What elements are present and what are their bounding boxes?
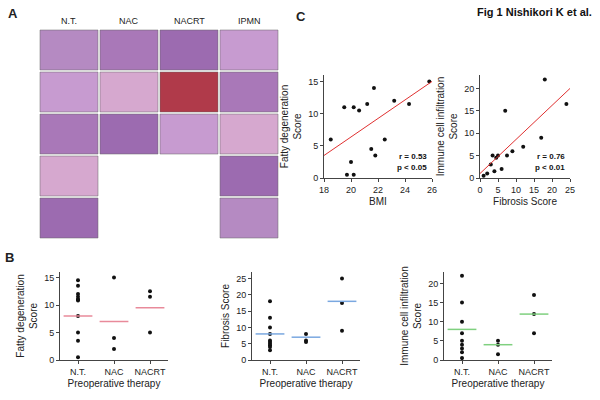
svg-text:10: 10 [428,317,438,327]
svg-text:20: 20 [464,84,474,94]
svg-text:26: 26 [427,185,437,195]
svg-text:15: 15 [236,306,246,316]
svg-text:N.T.: N.T. [454,367,470,377]
svg-text:25: 25 [565,185,575,195]
svg-text:NAC: NAC [104,367,124,377]
svg-text:Preoperative therapy: Preoperative therapy [452,378,545,389]
svg-text:10: 10 [511,185,521,195]
svg-text:10: 10 [308,109,318,119]
svg-text:0: 0 [49,355,54,365]
svg-text:p < 0.05: p < 0.05 [397,163,427,172]
svg-text:NACRT: NACRT [327,367,358,377]
svg-text:10: 10 [236,323,246,333]
svg-text:15: 15 [464,106,474,116]
svg-text:15: 15 [428,298,438,308]
svg-text:B: B [5,250,14,265]
svg-text:5: 5 [433,336,438,346]
svg-text:15: 15 [44,273,54,283]
svg-text:Immune cell infiltrationScore: Immune cell infiltrationScore [435,77,459,176]
svg-text:N.T.: N.T. [61,16,77,26]
svg-text:Fibrosis Score: Fibrosis Score [220,284,231,348]
svg-text:BMI: BMI [369,196,387,207]
svg-text:Fatty degenerationScore: Fatty degenerationScore [279,85,303,168]
svg-text:Fibrosis Score: Fibrosis Score [493,196,557,207]
svg-text:0: 0 [241,355,246,365]
svg-text:20: 20 [428,279,438,289]
svg-text:N.T.: N.T. [70,367,86,377]
svg-text:15: 15 [529,185,539,195]
svg-text:5: 5 [495,185,500,195]
svg-text:20: 20 [346,185,356,195]
svg-text:5: 5 [49,328,54,338]
svg-text:10: 10 [44,300,54,310]
svg-text:N.T.: N.T. [262,367,278,377]
svg-text:5: 5 [313,141,318,151]
svg-text:20: 20 [547,185,557,195]
svg-text:NAC: NAC [296,367,316,377]
svg-text:20: 20 [236,290,246,300]
svg-text:Fatty degenerationScore: Fatty degenerationScore [15,274,39,357]
svg-text:NAC: NAC [119,16,139,26]
svg-text:Fig 1 Nishikori K et al.: Fig 1 Nishikori K et al. [477,6,592,18]
svg-text:Preoperative therapy: Preoperative therapy [68,378,161,389]
svg-text:NACRT: NACRT [135,367,166,377]
svg-text:0: 0 [469,173,474,183]
svg-text:18: 18 [319,185,329,195]
svg-text:Immune cell infiltrationScore: Immune cell infiltrationScore [399,266,423,365]
svg-text:r = 0.53: r = 0.53 [399,152,427,161]
svg-text:NACRT: NACRT [519,367,550,377]
svg-text:r = 0.76: r = 0.76 [537,152,565,161]
svg-text:NACRT: NACRT [174,16,205,26]
svg-text:5: 5 [469,151,474,161]
svg-text:0: 0 [313,173,318,183]
svg-text:C: C [296,9,306,24]
svg-text:15: 15 [308,77,318,87]
svg-text:25: 25 [236,274,246,284]
svg-text:A: A [8,6,18,21]
svg-text:Preoperative therapy: Preoperative therapy [260,378,353,389]
svg-text:NAC: NAC [488,367,508,377]
svg-text:22: 22 [373,185,383,195]
svg-text:p < 0.01: p < 0.01 [535,163,565,172]
svg-text:24: 24 [400,185,410,195]
svg-text:IPMN: IPMN [238,16,261,26]
svg-text:5: 5 [241,339,246,349]
svg-text:10: 10 [464,128,474,138]
svg-text:0: 0 [477,185,482,195]
svg-text:0: 0 [433,355,438,365]
